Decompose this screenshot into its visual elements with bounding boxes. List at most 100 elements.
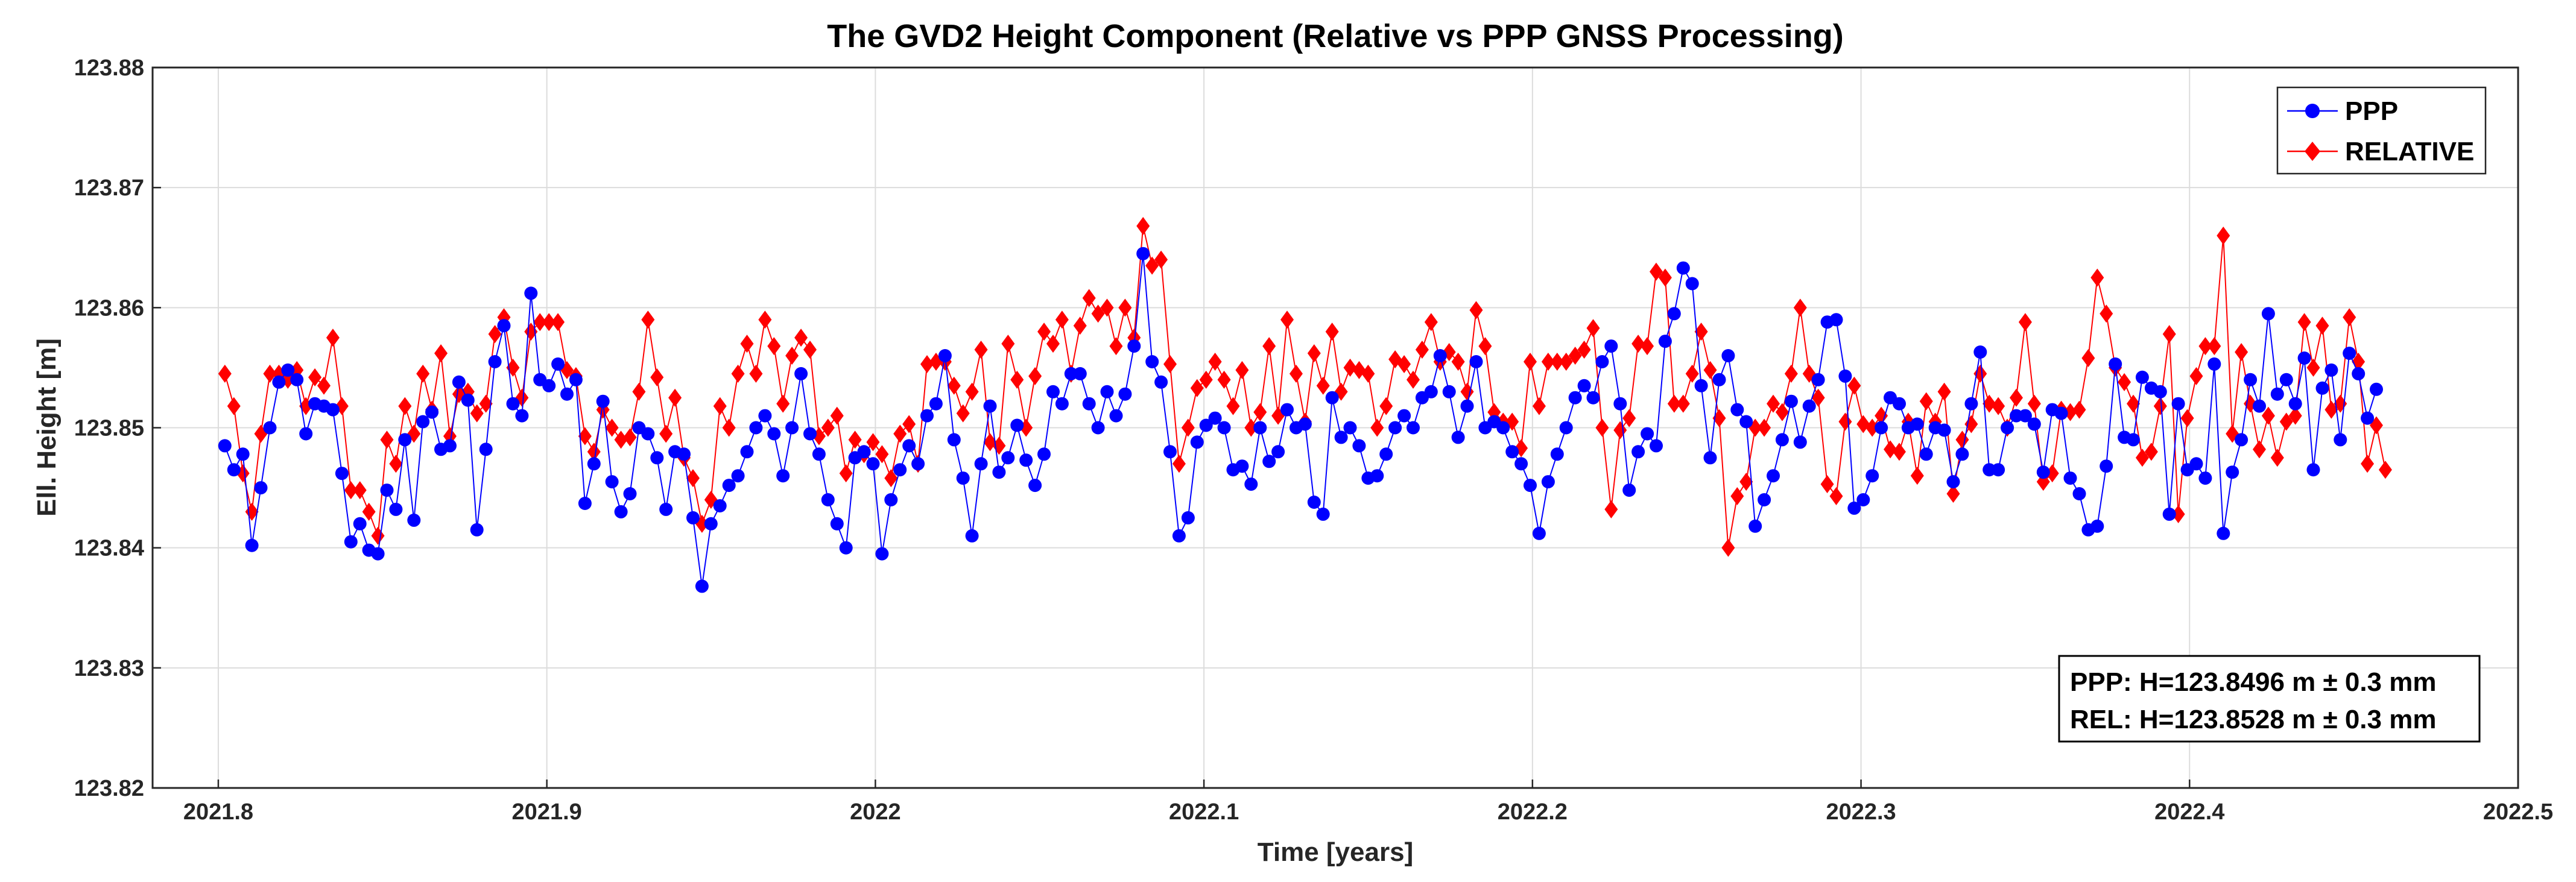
- ppp-point: [1946, 475, 1960, 489]
- relative-point: [434, 344, 448, 363]
- relative-point: [947, 376, 961, 395]
- ppp-point: [479, 443, 493, 456]
- relative-point: [1478, 337, 1492, 356]
- relative-point: [1154, 250, 1168, 269]
- y-tick-label: 123.88: [74, 55, 144, 81]
- relative-point: [542, 313, 556, 332]
- relative-point: [758, 310, 772, 329]
- ppp-point: [1109, 409, 1123, 423]
- ppp-point: [542, 379, 556, 392]
- relative-point: [1559, 352, 1573, 371]
- ppp-point: [2109, 357, 2122, 371]
- ppp-point: [1271, 445, 1285, 459]
- ppp-point: [1262, 455, 1276, 468]
- ppp-point: [1424, 385, 1438, 398]
- ppp-point: [1694, 379, 1708, 392]
- ppp-point: [389, 502, 403, 516]
- relative-point: [1199, 370, 1213, 389]
- ppp-point: [1370, 469, 1384, 483]
- y-tick-label: 123.85: [74, 416, 144, 441]
- ppp-point: [569, 373, 583, 386]
- ppp-point: [1055, 397, 1069, 411]
- ppp-point: [884, 493, 898, 506]
- relative-point: [1892, 443, 1906, 461]
- ppp-point: [1136, 247, 1150, 260]
- ppp-point: [1280, 403, 1294, 417]
- ppp-point: [1838, 369, 1852, 383]
- relative-point: [1524, 352, 1537, 371]
- relative-point: [884, 469, 898, 488]
- ppp-point: [290, 373, 304, 386]
- ppp-point: [1460, 399, 1474, 413]
- relative-point: [1811, 388, 1825, 407]
- ppp-point: [353, 517, 367, 531]
- relative-point: [821, 418, 835, 437]
- relative-point: [1784, 364, 1798, 383]
- ppp-point: [1496, 421, 1510, 435]
- relative-point: [1415, 341, 1429, 359]
- relative-point: [1082, 289, 1096, 307]
- relative-point: [2252, 440, 2266, 459]
- ppp-point: [1379, 447, 1393, 461]
- ppp-point: [857, 445, 871, 459]
- relative-point: [2153, 397, 2167, 415]
- relative-point: [227, 397, 241, 415]
- relative-point: [551, 313, 565, 332]
- relative-point: [1181, 418, 1195, 437]
- relative-point: [1866, 418, 1879, 437]
- relative-point: [866, 433, 880, 452]
- ppp-point: [461, 393, 475, 407]
- ppp-point: [2324, 363, 2338, 377]
- y-tick-label: 123.87: [74, 175, 144, 201]
- ppp-point: [1650, 439, 1663, 453]
- ppp-point: [2171, 397, 2185, 411]
- ppp-point: [551, 357, 565, 371]
- ppp-point: [1019, 453, 1033, 467]
- ppp-point: [758, 409, 772, 423]
- axis-ticks: 2021.8 2021.9 2022 2022.1 2022.2 2022.3 2022.4…: [74, 55, 2553, 825]
- relative-point: [1631, 335, 1645, 353]
- relative-point: [470, 404, 484, 423]
- relative-point: [749, 364, 763, 383]
- ppp-point: [335, 467, 349, 480]
- ppp-point: [1748, 519, 1762, 533]
- relative-point: [353, 481, 367, 500]
- relative-point: [587, 443, 601, 461]
- relative-point: [1884, 440, 1897, 459]
- ppp-point: [2207, 357, 2221, 371]
- ppp-point: [2270, 387, 2284, 401]
- ppp-point: [272, 375, 286, 389]
- stats-box-frame: [2058, 655, 2481, 743]
- x-tick-label: 2022.5: [2483, 799, 2553, 825]
- ppp-point: [2306, 463, 2320, 477]
- relative-point: [2261, 406, 2275, 425]
- relative-point: [1010, 370, 1024, 389]
- relative-point: [1667, 394, 1681, 413]
- relative-point: [2235, 343, 2248, 362]
- ppp-point: [2001, 421, 2014, 435]
- relative-point: [1622, 409, 1636, 427]
- ppp-point: [1586, 391, 1600, 405]
- relative-point: [632, 382, 646, 401]
- relative-point: [578, 427, 592, 446]
- relative-point: [713, 397, 727, 415]
- ppp-point: [1208, 411, 1222, 425]
- ppp-point: [2261, 307, 2275, 321]
- relative-point: [1919, 392, 1933, 411]
- relative-point: [2180, 409, 2194, 427]
- ppp-point: [1568, 391, 1582, 405]
- ppp-point: [983, 399, 997, 413]
- ppp-point: [2352, 367, 2366, 380]
- ppp-point: [686, 511, 700, 524]
- relative-point: [2288, 406, 2302, 425]
- ppp-point: [866, 457, 880, 471]
- ppp-point: [1919, 447, 1933, 461]
- ppp-point: [2361, 411, 2375, 425]
- ppp-point: [1046, 385, 1060, 398]
- ppp-point: [2018, 409, 2032, 423]
- relative-point: [1694, 323, 1708, 341]
- ppp-point: [839, 541, 853, 555]
- ppp-point: [1613, 397, 1627, 411]
- ppp-point: [2135, 370, 2149, 384]
